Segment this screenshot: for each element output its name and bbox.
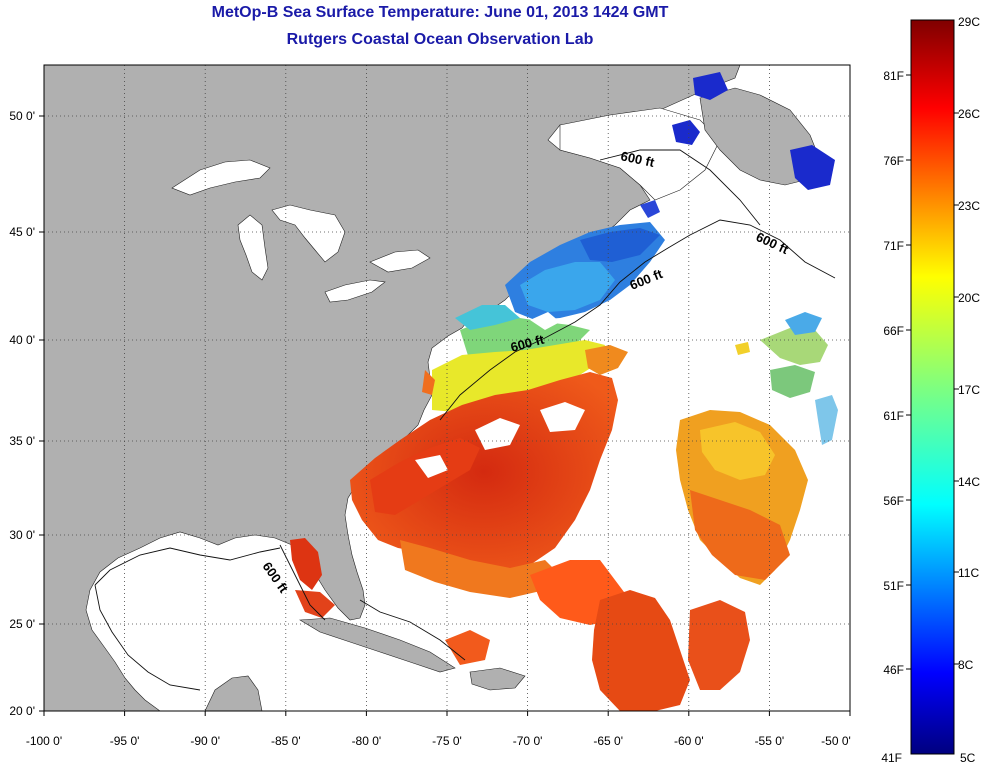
lon-label: -75 0'	[432, 734, 462, 748]
lon-label: -50 0'	[821, 734, 851, 748]
celsius-label: 14C	[958, 475, 980, 489]
fahrenheit-label: 81F	[883, 69, 904, 83]
lat-label: 45 0'	[9, 225, 35, 239]
lon-label: -95 0'	[110, 734, 140, 748]
celsius-label: 17C	[958, 383, 980, 397]
celsius-label: 20C	[958, 291, 980, 305]
longitude-labels: -100 0' -95 0' -90 0' -85 0' -80 0' -75 …	[26, 734, 851, 748]
fahrenheit-label: 41F	[881, 751, 902, 765]
lon-label: -70 0'	[513, 734, 543, 748]
lon-label: -65 0'	[593, 734, 623, 748]
lat-label: 40 0'	[9, 333, 35, 347]
fahrenheit-label: 51F	[883, 579, 904, 593]
bathymetry-contour-600ft	[94, 149, 836, 691]
celsius-label: 26C	[958, 107, 980, 121]
lat-label: 20 0'	[9, 704, 35, 718]
fahrenheit-label: 56F	[883, 494, 904, 508]
land-hispaniola	[469, 667, 526, 691]
lat-label: 35 0'	[9, 434, 35, 448]
lon-label: -90 0'	[190, 734, 220, 748]
lat-label: 25 0'	[9, 617, 35, 631]
colorbar-ticks	[906, 74, 959, 670]
fahrenheit-label: 66F	[883, 324, 904, 338]
land-cuba	[299, 617, 456, 673]
celsius-label: 29C	[958, 15, 980, 29]
map-title: MetOp-B Sea Surface Temperature: June 01…	[211, 4, 669, 21]
lon-label: -100 0'	[26, 734, 62, 748]
lon-label: -55 0'	[755, 734, 785, 748]
great-lakes	[171, 159, 431, 303]
colorbar	[910, 19, 955, 755]
latitude-labels: 50 0' 45 0' 40 0' 35 0' 30 0' 25 0' 20 0…	[9, 109, 35, 718]
celsius-label: 11C	[958, 566, 979, 580]
lat-label: 30 0'	[9, 528, 35, 542]
lon-label: -60 0'	[674, 734, 704, 748]
lon-label: -80 0'	[352, 734, 382, 748]
celsius-label: 23C	[958, 199, 980, 213]
fahrenheit-label: 61F	[883, 409, 904, 423]
map-subtitle: Rutgers Coastal Ocean Observation Lab	[286, 31, 594, 48]
fahrenheit-label: 46F	[883, 663, 904, 677]
lat-label: 50 0'	[9, 109, 35, 123]
land-yucatan	[204, 675, 263, 711]
colorbar-fahrenheit-labels: 81F 76F 71F 66F 61F 56F 51F 46F 41F	[881, 69, 904, 765]
fahrenheit-label: 76F	[883, 154, 904, 168]
celsius-label: 5C	[960, 751, 976, 765]
fahrenheit-label: 71F	[883, 239, 904, 253]
sst-data-layer	[290, 72, 838, 711]
lon-label: -85 0'	[271, 734, 301, 748]
axis-ticks	[39, 115, 851, 716]
celsius-label: 8C	[958, 658, 974, 672]
colorbar-celsius-labels: 29C 26C 23C 20C 17C 14C 11C 8C 5C	[958, 15, 980, 765]
contour-label-newfoundland: 600 ft	[619, 148, 656, 170]
